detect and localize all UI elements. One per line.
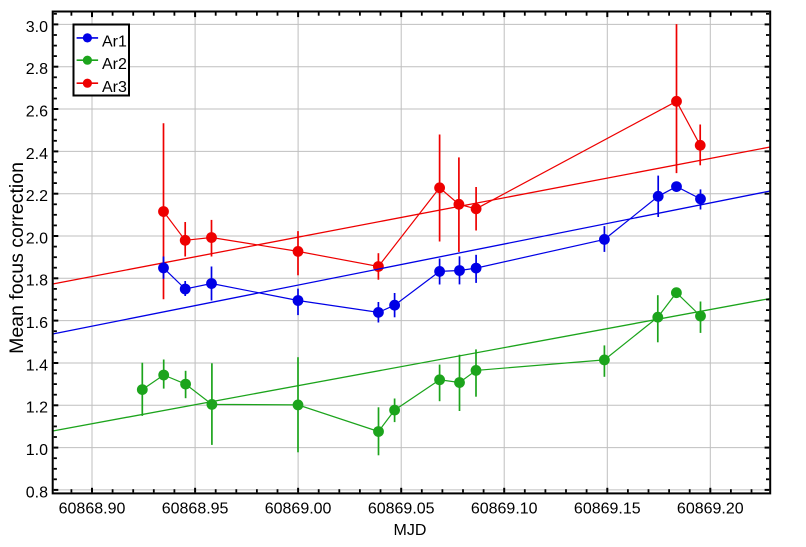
svg-text:60869.20: 60869.20 xyxy=(677,500,744,517)
svg-text:60869.15: 60869.15 xyxy=(574,500,641,517)
svg-text:0.8: 0.8 xyxy=(26,484,48,501)
svg-text:2.8: 2.8 xyxy=(26,61,48,78)
svg-text:3.0: 3.0 xyxy=(26,19,48,36)
svg-text:60868.90: 60868.90 xyxy=(59,500,126,517)
svg-text:2.2: 2.2 xyxy=(26,188,48,205)
svg-text:Ar3: Ar3 xyxy=(102,79,127,96)
svg-text:Mean focus correction: Mean focus correction xyxy=(6,162,28,354)
svg-text:1.4: 1.4 xyxy=(26,357,48,374)
svg-text:60869.00: 60869.00 xyxy=(265,500,332,517)
svg-text:1.6: 1.6 xyxy=(26,315,48,332)
svg-text:60868.95: 60868.95 xyxy=(162,500,229,517)
svg-text:60869.05: 60869.05 xyxy=(368,500,435,517)
svg-text:1.2: 1.2 xyxy=(26,400,48,417)
svg-text:1.8: 1.8 xyxy=(26,273,48,290)
svg-text:2.0: 2.0 xyxy=(26,230,48,247)
svg-text:Ar2: Ar2 xyxy=(102,56,127,73)
svg-text:2.4: 2.4 xyxy=(26,146,48,163)
svg-text:MJD: MJD xyxy=(394,522,427,539)
svg-text:2.6: 2.6 xyxy=(26,103,48,120)
svg-text:Ar1: Ar1 xyxy=(102,34,127,51)
svg-text:1.0: 1.0 xyxy=(26,442,48,459)
svg-text:60869.10: 60869.10 xyxy=(471,500,538,517)
